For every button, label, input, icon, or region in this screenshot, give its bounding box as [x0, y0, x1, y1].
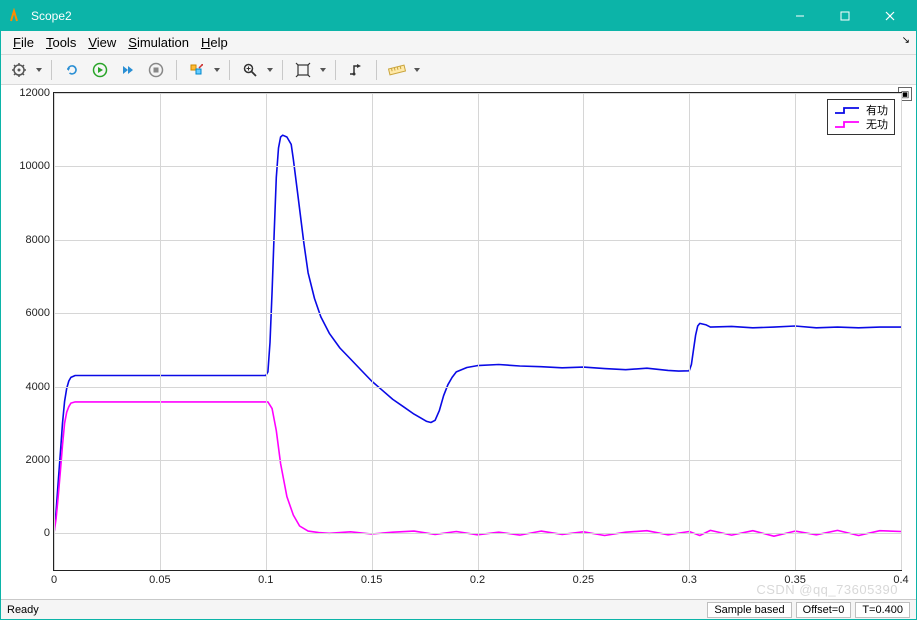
autoscale-button[interactable] — [291, 58, 315, 82]
toolbar — [1, 55, 916, 85]
measure-button[interactable] — [385, 58, 409, 82]
xtick-label: 0.35 — [784, 574, 805, 586]
maximize-button[interactable] — [822, 1, 867, 31]
measure-dropdown-icon[interactable] — [413, 68, 421, 72]
plot-area: ▣ 有功 无功 02000400060008000100001200000.05… — [1, 85, 916, 599]
status-mode: Sample based — [707, 602, 791, 618]
xtick-label: 0.15 — [361, 574, 382, 586]
app-icon — [9, 8, 25, 24]
menu-simulation[interactable]: Simulation — [122, 33, 195, 52]
ytick-label: 6000 — [26, 307, 50, 319]
ytick-label: 8000 — [26, 234, 50, 246]
titlebar[interactable]: Scope2 — [1, 1, 916, 31]
menubar: File Tools View Simulation Help ↘ — [1, 31, 916, 55]
ytick-label: 2000 — [26, 454, 50, 466]
legend-row: 有功 — [834, 103, 888, 117]
xtick-label: 0.4 — [893, 574, 908, 586]
legend-row: 无功 — [834, 117, 888, 131]
trigger-button[interactable] — [344, 58, 368, 82]
toolbar-separator — [176, 60, 177, 80]
stop-button[interactable] — [144, 58, 168, 82]
ytick-label: 0 — [44, 527, 50, 539]
window-controls — [777, 1, 912, 31]
close-button[interactable] — [867, 1, 912, 31]
watermark: CSDN @qq_73605390 — [756, 582, 898, 597]
status-ready: Ready — [7, 604, 703, 616]
highlight-button[interactable] — [185, 58, 209, 82]
ytick-label: 12000 — [19, 87, 50, 99]
play-button[interactable] — [88, 58, 112, 82]
minimize-button[interactable] — [777, 1, 822, 31]
ytick-label: 4000 — [26, 381, 50, 393]
scope-window: Scope2 File Tools View Simulation Help ↘ — [0, 0, 917, 620]
chart[interactable]: 有功 无功 02000400060008000100001200000.050.… — [53, 92, 902, 571]
zoom-dropdown-icon[interactable] — [266, 68, 274, 72]
menu-help[interactable]: Help — [195, 33, 234, 52]
menu-view[interactable]: View — [82, 33, 122, 52]
toolbar-separator — [282, 60, 283, 80]
xtick-label: 0.2 — [470, 574, 485, 586]
menu-file[interactable]: File — [7, 33, 40, 52]
xtick-label: 0 — [51, 574, 57, 586]
xtick-label: 0.05 — [149, 574, 170, 586]
legend-swatch-icon — [834, 119, 860, 129]
legend-swatch-icon — [834, 105, 860, 115]
toolbar-separator — [335, 60, 336, 80]
menu-chevron-icon[interactable]: ↘ — [902, 35, 910, 46]
toolbar-separator — [376, 60, 377, 80]
legend[interactable]: 有功 无功 — [827, 99, 895, 135]
xtick-label: 0.25 — [573, 574, 594, 586]
toolbar-separator — [229, 60, 230, 80]
highlight-dropdown-icon[interactable] — [213, 68, 221, 72]
toolbar-separator — [51, 60, 52, 80]
step-forward-button[interactable] — [116, 58, 140, 82]
window-title: Scope2 — [31, 9, 777, 23]
status-offset: Offset=0 — [796, 602, 852, 618]
statusbar: Ready Sample based Offset=0 T=0.400 — [1, 599, 916, 619]
legend-label: 无功 — [866, 116, 888, 132]
autoscale-dropdown-icon[interactable] — [319, 68, 327, 72]
restart-button[interactable] — [60, 58, 84, 82]
status-time: T=0.400 — [855, 602, 910, 618]
ytick-label: 10000 — [19, 160, 50, 172]
config-dropdown-icon[interactable] — [35, 68, 43, 72]
zoom-button[interactable] — [238, 58, 262, 82]
menu-tools[interactable]: Tools — [40, 33, 82, 52]
xtick-label: 0.1 — [258, 574, 273, 586]
xtick-label: 0.3 — [682, 574, 697, 586]
config-button[interactable] — [7, 58, 31, 82]
